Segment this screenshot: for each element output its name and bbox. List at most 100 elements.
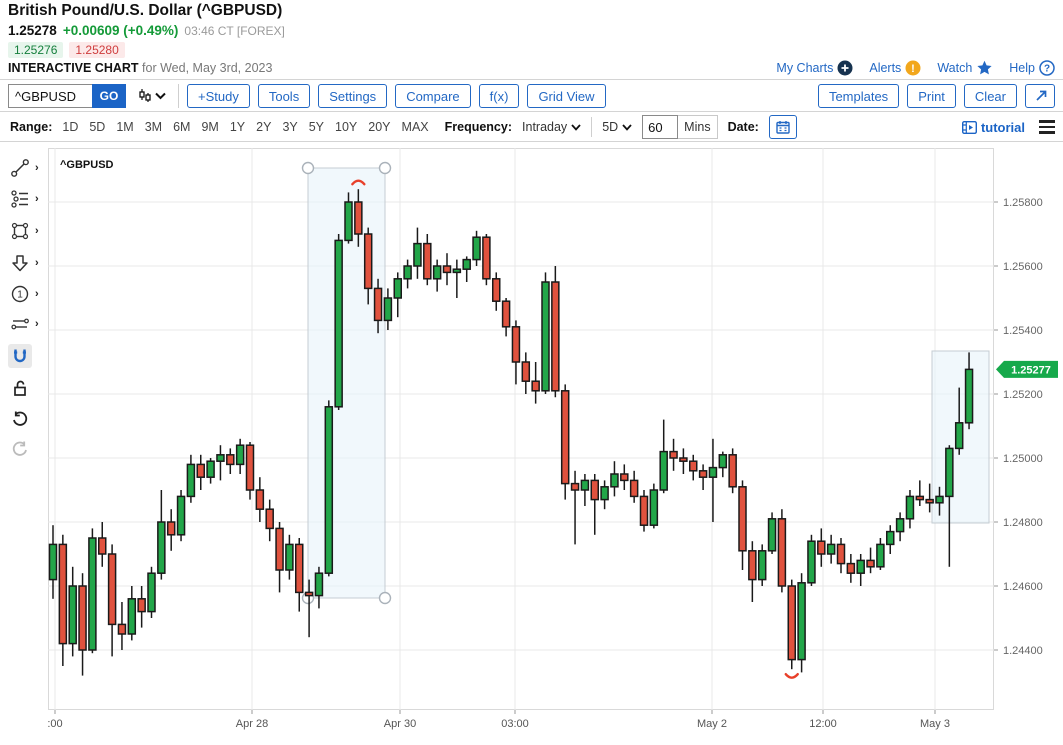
candle-up — [324, 406, 334, 574]
settings-button[interactable]: Settings — [318, 84, 388, 108]
chart-symbol-label: ^GBPUSD — [60, 159, 114, 171]
candle-down — [925, 498, 934, 504]
shapes-tool-icon — [8, 219, 32, 243]
candle-up — [206, 460, 215, 478]
unlock-tool[interactable] — [8, 376, 46, 400]
date-label: Date: — [727, 120, 759, 134]
candle-up — [216, 454, 225, 462]
menu-button[interactable] — [1039, 120, 1055, 134]
range-option-5d[interactable]: 5D — [89, 120, 106, 134]
candle-up — [757, 550, 767, 581]
undo-button[interactable] — [8, 407, 46, 431]
range-option-5y[interactable]: 5Y — [308, 120, 325, 134]
redo-button[interactable] — [8, 437, 46, 461]
range-option-2y[interactable]: 2Y — [256, 120, 272, 134]
shapes-tool[interactable]: › — [8, 219, 46, 243]
header-divider — [0, 79, 1063, 80]
clear-button[interactable]: Clear — [963, 84, 1017, 108]
candle-up — [797, 582, 806, 661]
candle-up — [403, 265, 412, 280]
candle-down — [620, 473, 629, 482]
chevron-right-icon: › — [35, 288, 39, 300]
candle-up — [886, 530, 895, 546]
y-axis-label: 1.24400 — [1003, 645, 1043, 657]
period-select[interactable]: 5D — [602, 120, 632, 134]
compare-button[interactable]: Compare — [395, 84, 471, 108]
candle-down — [521, 361, 531, 382]
candle-up — [935, 495, 944, 504]
range-row: Range: 1D 5D 1M 3M 6M 9M 1Y 2Y 3Y 5Y 10Y 20Y MAX Fre… — [10, 115, 1055, 139]
range-option-3y[interactable]: 3Y — [282, 120, 298, 134]
range-option-1d[interactable]: 1D — [62, 120, 79, 134]
candle-down — [245, 444, 255, 491]
candle-up — [610, 473, 619, 488]
redo-button-icon — [8, 437, 32, 461]
frequency-label: Frequency: — [444, 120, 513, 134]
y-axis-label: 1.25800 — [1003, 197, 1043, 209]
print-button[interactable]: Print — [907, 84, 956, 108]
arrow-marker-tool[interactable]: › — [8, 251, 46, 275]
candle-down — [748, 550, 757, 581]
symbol-input[interactable] — [8, 84, 92, 108]
period-value: 5D — [602, 120, 619, 134]
svg-text:1: 1 — [17, 290, 23, 301]
selection-handle[interactable] — [378, 161, 392, 175]
selection-handle[interactable] — [301, 161, 315, 175]
minutes-input[interactable] — [642, 115, 679, 139]
range-option-1m[interactable]: 1M — [116, 120, 134, 134]
range-option-1y[interactable]: 1Y — [229, 120, 246, 134]
candle-down — [98, 537, 107, 555]
candle-up — [127, 598, 137, 635]
selection-handle[interactable] — [378, 591, 392, 605]
fibonacci-tool[interactable]: › — [8, 187, 46, 211]
tutorial-label: tutorial — [980, 119, 1025, 135]
candle-down — [363, 233, 373, 290]
chart-region: 1.25800 1.25600 1.25400 1.25200 1.25000 1.248… — [0, 148, 1063, 745]
y-axis-label: 1.24600 — [1003, 581, 1043, 593]
candle-down — [492, 278, 501, 302]
chevron-down-icon — [155, 92, 166, 100]
alerts-link[interactable]: Alerts ! — [869, 60, 921, 76]
candle-up — [147, 572, 156, 613]
date-picker-button[interactable] — [768, 115, 797, 139]
range-option-10y[interactable]: 10Y — [335, 120, 358, 134]
candle-down — [255, 489, 265, 510]
tutorial-link[interactable]: tutorial — [961, 119, 1025, 135]
chevron-down-icon — [571, 123, 581, 131]
chart-type-selector[interactable] — [134, 88, 170, 104]
candle-down — [78, 585, 87, 651]
fx-button[interactable]: f(x) — [478, 84, 520, 108]
candle-up — [432, 265, 442, 280]
levels-tool[interactable]: › — [8, 312, 46, 336]
plus-circle-icon — [837, 60, 853, 76]
templates-button[interactable]: Templates — [817, 84, 900, 108]
watch-link[interactable]: Watch — [937, 60, 993, 76]
candle-up — [649, 489, 659, 526]
arrow-marker-tool-icon — [8, 251, 32, 275]
candle-down — [738, 486, 747, 552]
my-charts-link[interactable]: My Charts — [776, 60, 853, 76]
expand-button[interactable] — [1025, 84, 1055, 108]
candle-up — [807, 540, 816, 584]
range-option-20y[interactable]: 20Y — [368, 120, 391, 134]
tutorial-video-icon — [961, 120, 977, 134]
chevron-right-icon: › — [35, 162, 39, 174]
go-button[interactable]: GO — [92, 84, 126, 108]
range-option-3m[interactable]: 3M — [144, 120, 163, 134]
frequency-select[interactable]: Intraday — [522, 120, 581, 134]
trendline-tool[interactable]: › — [8, 156, 46, 180]
magnet-tool[interactable] — [8, 344, 46, 368]
quote-row: 1.25278 +0.00609 (+0.49%) 03:46 CT [FORE… — [8, 23, 285, 38]
range-option-9m[interactable]: 9M — [201, 120, 219, 134]
range-option-max[interactable]: MAX — [401, 120, 429, 134]
candlestick-chart[interactable]: 1.25800 1.25600 1.25400 1.25200 1.25000 1.248… — [0, 148, 1063, 745]
candle-down — [265, 508, 274, 530]
grid-view-button[interactable]: Grid View — [527, 84, 606, 108]
price-change: +0.00609 (+0.49%) — [62, 23, 179, 38]
help-link[interactable]: Help ? — [1009, 60, 1055, 76]
last-price: 1.25278 — [8, 23, 57, 38]
range-option-6m[interactable]: 6M — [173, 120, 191, 134]
number-annotation-tool[interactable]: 1 › — [8, 282, 46, 306]
tools-button[interactable]: Tools — [257, 84, 311, 108]
add-study-button[interactable]: +Study — [187, 84, 250, 108]
